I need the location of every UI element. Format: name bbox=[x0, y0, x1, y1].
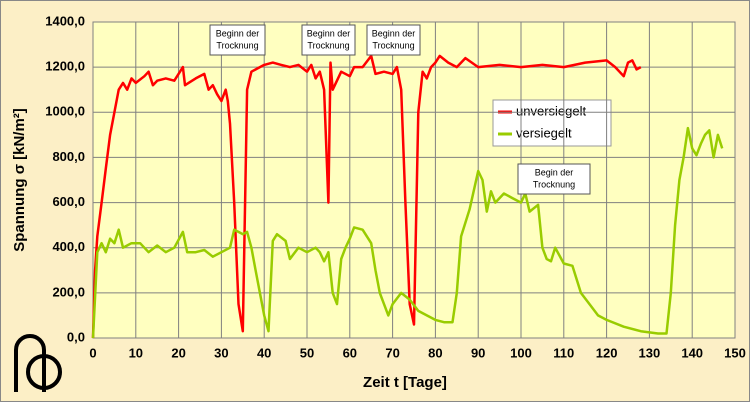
annotation-text: Beginn der bbox=[372, 28, 416, 38]
x-tick-label: 70 bbox=[385, 345, 399, 360]
y-axis-title: Spannung σ [kN/m²] bbox=[11, 108, 28, 252]
annotation: Begin der Trocknung bbox=[517, 163, 591, 195]
annotation-box bbox=[209, 24, 266, 56]
logo-circle bbox=[26, 354, 62, 390]
x-tick-label: 90 bbox=[471, 345, 485, 360]
x-tick-label: 40 bbox=[257, 345, 271, 360]
legend-label: unversiegelt bbox=[516, 103, 586, 118]
annotation-text: Trocknung bbox=[372, 40, 414, 50]
legend: unversiegelt versiegelt bbox=[492, 99, 612, 147]
x-tick-label: 110 bbox=[553, 345, 574, 360]
annotation-box bbox=[517, 163, 591, 195]
x-tick-label: 130 bbox=[639, 345, 661, 360]
y-tick-label: 0,0 bbox=[67, 329, 85, 344]
x-tick-label: 150 bbox=[724, 345, 746, 360]
legend-label: versiegelt bbox=[516, 125, 572, 140]
x-tick-label: 60 bbox=[343, 345, 357, 360]
x-tick-label: 100 bbox=[510, 345, 532, 360]
x-tick-label: 50 bbox=[300, 345, 314, 360]
annotation-text: Beginn der bbox=[216, 28, 260, 38]
x-tick-label: 120 bbox=[596, 345, 618, 360]
x-tick-label: 0 bbox=[89, 345, 96, 360]
x-tick-label: 10 bbox=[129, 345, 143, 360]
x-axis-title: Zeit t [Tage] bbox=[363, 374, 447, 391]
annotation-box bbox=[366, 24, 421, 56]
annotation: Beginn der Trocknung bbox=[209, 24, 266, 56]
x-tick-label: 80 bbox=[428, 345, 442, 360]
y-tick-label: 400,0 bbox=[52, 239, 85, 254]
logo-arc bbox=[14, 334, 46, 392]
x-tick-label: 20 bbox=[171, 345, 185, 360]
legend-box bbox=[492, 99, 612, 147]
y-tick-label: 600,0 bbox=[52, 194, 85, 209]
annotation-text: Trocknung bbox=[216, 40, 258, 50]
annotation-text: Trocknung bbox=[307, 40, 349, 50]
y-tick-label: 1200,0 bbox=[45, 59, 85, 74]
series-line bbox=[91, 54, 642, 339]
x-tick-label: 140 bbox=[681, 345, 703, 360]
annotation-box bbox=[301, 24, 356, 56]
annotation-text: Trocknung bbox=[533, 179, 575, 189]
y-tick-label: 800,0 bbox=[52, 149, 85, 164]
y-tick-label: 1400,0 bbox=[45, 13, 85, 28]
annotation: Beginn der Trocknung bbox=[366, 24, 421, 56]
x-tick-label: 30 bbox=[214, 345, 228, 360]
logo bbox=[14, 334, 62, 392]
annotation-text: Beginn der bbox=[307, 28, 351, 38]
y-tick-label: 200,0 bbox=[52, 284, 85, 299]
annotation: Beginn der Trocknung bbox=[301, 24, 356, 56]
annotation-text: Begin der bbox=[535, 167, 574, 177]
y-tick-label: 1000,0 bbox=[45, 104, 85, 119]
series-line bbox=[91, 126, 724, 339]
